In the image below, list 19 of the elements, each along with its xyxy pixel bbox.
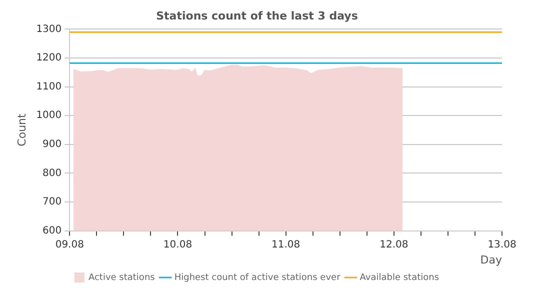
y-tick-label: 600 (42, 225, 62, 236)
y-tick-label: 1000 (36, 110, 62, 122)
y-tick-label: 700 (42, 196, 62, 208)
y-tick-label: 1300 (36, 24, 62, 35)
y-tick-label: 800 (42, 168, 62, 179)
legend-label: Available stations (360, 272, 440, 283)
x-tick-label: 10.08 (163, 239, 192, 250)
x-tick-label: 09.08 (55, 239, 84, 250)
chart-title: Stations count of the last 3 days (156, 9, 358, 22)
x-axis-title: Day (480, 253, 502, 266)
x-tick-label: 12.08 (380, 239, 408, 250)
y-axis-title: Count (15, 112, 28, 146)
legend-label: Active stations (88, 272, 156, 283)
y-tick-label: 1100 (36, 81, 62, 92)
x-tick-label: 13.08 (488, 239, 516, 250)
legend-label: Highest count of active stations ever (174, 272, 341, 283)
x-tick-label: 11.08 (272, 239, 300, 250)
y-tick-label: 900 (42, 138, 62, 150)
y-tick-label: 1200 (36, 52, 62, 64)
